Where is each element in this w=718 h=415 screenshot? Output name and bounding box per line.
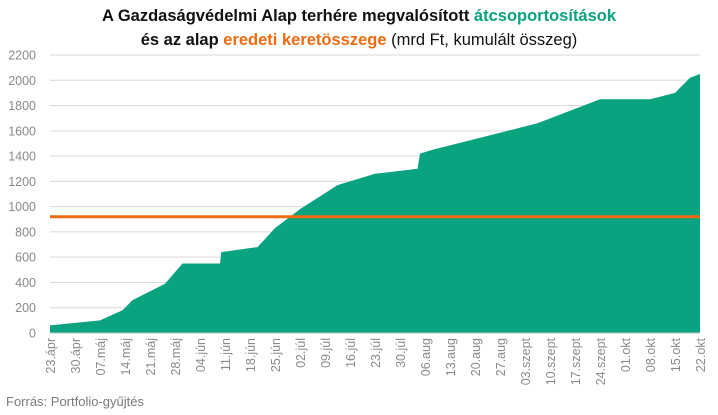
- x-tick-label: 13.aug: [444, 338, 458, 376]
- title-line-2-prefix: és az alap: [140, 31, 224, 49]
- x-tick-label: 08.okt: [644, 337, 658, 372]
- x-tick-label: 28.máj: [169, 338, 183, 376]
- x-tick-label: 20.aug: [469, 338, 483, 376]
- x-tick-label: 01.okt: [619, 337, 633, 372]
- chart-title: A Gazdaságvédelmi Alap terhére megvalósí…: [0, 4, 718, 52]
- x-tick-label: 25.jún: [269, 338, 283, 372]
- x-tick-label: 23.ápr: [44, 338, 58, 373]
- y-tick-label: 2200: [8, 49, 36, 63]
- source-note: Forrás: Portfolio-gyűjtés: [6, 394, 144, 409]
- title-line-1-prefix: A Gazdaságvédelmi Alap terhére megvalósí…: [101, 7, 474, 25]
- y-tick-label: 1400: [8, 150, 36, 164]
- x-tick-label: 17.szept: [569, 337, 583, 385]
- x-tick-label: 06.aug: [419, 338, 433, 376]
- title-line-2-suffix: (mrd Ft, kumulált összeg): [386, 31, 578, 49]
- y-tick-label: 0: [29, 327, 36, 341]
- y-tick-label: 400: [15, 276, 36, 290]
- x-tick-label: 02.júl: [294, 338, 308, 368]
- title-line-1-highlight: átcsoportosítások: [473, 7, 617, 25]
- x-tick-label: 27.aug: [494, 338, 508, 376]
- x-tick-label: 07.máj: [94, 338, 108, 376]
- x-tick-label: 03.szept: [519, 337, 533, 385]
- x-tick-label: 11.jún: [219, 338, 233, 371]
- x-tick-label: 22.okt: [694, 337, 708, 372]
- y-tick-label: 200: [15, 301, 36, 315]
- x-tick-label: 24.szept: [594, 337, 608, 385]
- x-tick-label: 14.máj: [119, 338, 133, 376]
- area-series: [50, 73, 700, 334]
- y-tick-label: 1000: [8, 200, 36, 214]
- x-tick-label: 10.szept: [544, 337, 558, 385]
- x-tick-label: 09.júl: [319, 338, 333, 368]
- x-tick-label: 30.júl: [394, 338, 408, 368]
- x-tick-label: 04.jún: [194, 338, 208, 372]
- x-tick-label: 30.ápr: [69, 338, 83, 373]
- x-axis: 23.ápr 30.ápr 07.máj 14.máj 21.máj 28.máj 04.j…: [44, 332, 708, 385]
- y-tick-label: 600: [15, 251, 36, 265]
- x-tick-label: 21.máj: [144, 338, 158, 376]
- x-tick-label: 23.júl: [369, 338, 383, 368]
- y-axis: 0 200 400 600 800 1000 1200 1400 1600 1800 2000 220…: [8, 49, 36, 341]
- area-fill: [50, 73, 700, 334]
- y-tick-label: 800: [15, 225, 36, 239]
- y-tick-label: 2000: [8, 74, 36, 88]
- title-line-2-highlight: eredeti keretösszege: [223, 31, 387, 49]
- title-line-2: és az alap eredeti keretösszege (mrd Ft,…: [0, 28, 718, 52]
- y-tick-label: 1800: [8, 99, 36, 113]
- x-tick-label: 18.jún: [244, 338, 258, 372]
- y-tick-label: 1600: [8, 124, 36, 138]
- y-tick-label: 1200: [8, 175, 36, 189]
- title-line-1: A Gazdaságvédelmi Alap terhére megvalósí…: [0, 4, 718, 28]
- x-tick-label: 16.júl: [344, 338, 358, 368]
- x-tick-label: 15.okt: [669, 337, 683, 372]
